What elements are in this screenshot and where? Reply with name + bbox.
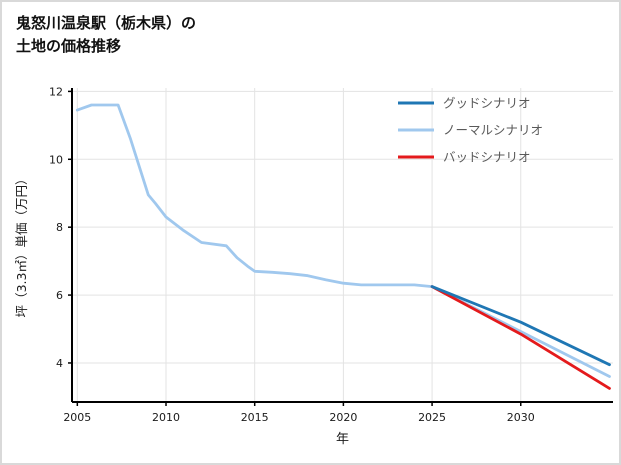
series-line-good bbox=[430, 285, 611, 367]
x-tick-label: 2030 bbox=[507, 411, 535, 424]
legend-label-bad: バッドシナリオ bbox=[443, 150, 531, 165]
y-tick-label: 6 bbox=[56, 289, 63, 302]
series-line-normal bbox=[75, 103, 611, 378]
x-tick-label: 2015 bbox=[241, 411, 269, 424]
legend-label-normal: ノーマルシナリオ bbox=[443, 123, 543, 138]
y-tick-label: 10 bbox=[49, 153, 63, 166]
y-axis-label: 坪（3.3㎡）単価（万円） bbox=[14, 173, 29, 318]
x-axis-label: 年 bbox=[336, 432, 349, 447]
legend-label-good: グッドシナリオ bbox=[443, 96, 531, 111]
chart-title-line1: 鬼怒川温泉駅（栃木県）の bbox=[16, 14, 197, 32]
y-tick-label: 8 bbox=[56, 221, 63, 234]
chart-title: 鬼怒川温泉駅（栃木県）の 土地の価格推移 bbox=[16, 12, 196, 59]
chart-title-line2: 土地の価格推移 bbox=[16, 37, 122, 56]
x-tick-label: 2020 bbox=[329, 411, 357, 424]
x-tick-label: 2010 bbox=[152, 411, 180, 424]
x-tick-label: 2005 bbox=[63, 411, 91, 424]
y-tick-label: 12 bbox=[49, 85, 63, 98]
x-tick-label: 2025 bbox=[418, 411, 446, 424]
y-tick-label: 4 bbox=[56, 357, 63, 370]
series-line-bad bbox=[430, 285, 611, 390]
